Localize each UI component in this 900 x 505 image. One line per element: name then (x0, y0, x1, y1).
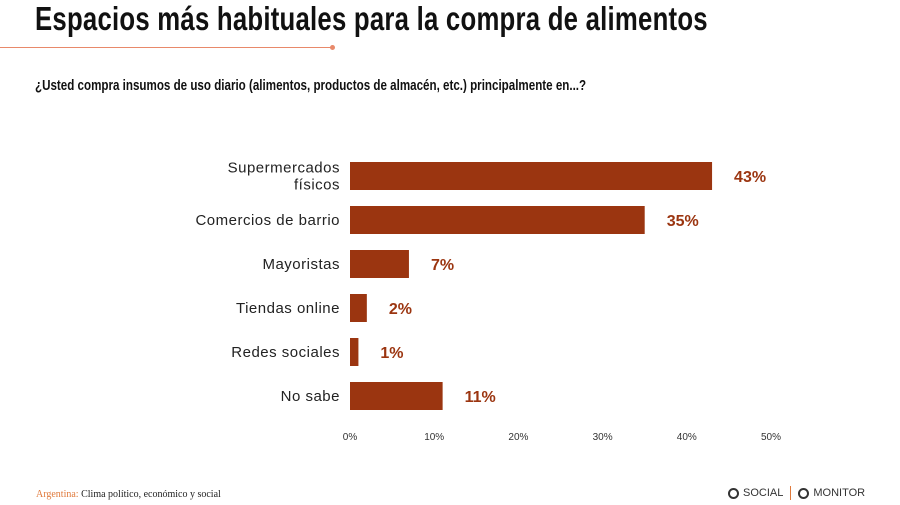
x-tick-label: 20% (508, 432, 528, 443)
bar (350, 294, 367, 322)
bar (350, 338, 359, 366)
data-label: 35% (667, 213, 699, 230)
x-tick-label: 10% (424, 432, 444, 443)
data-label: 43% (734, 169, 766, 186)
page-title: Espacios más habituales para la compra d… (35, 0, 708, 37)
category-label: Supermercados (228, 160, 340, 177)
bar (350, 206, 645, 234)
category-label: Comercios de barrio (195, 212, 340, 229)
logo-circle-icon (798, 487, 810, 499)
footer: Argentina: Clima político, económico y s… (36, 489, 221, 500)
data-label: 11% (465, 389, 496, 406)
category-label: Redes sociales (231, 344, 340, 361)
logo-social: SOCIAL (743, 487, 784, 499)
logo: SOCIAL MONITOR (728, 486, 865, 500)
logo-circle-icon (728, 487, 739, 499)
bar (350, 162, 713, 190)
data-label: 7% (431, 257, 454, 274)
x-tick-label: 40% (677, 432, 697, 443)
category-label: Tiendas online (236, 300, 340, 317)
title-divider (0, 47, 332, 48)
data-label: 1% (380, 345, 403, 362)
data-label: 2% (389, 301, 412, 318)
category-label: Mayoristas (262, 256, 340, 273)
x-tick-label: 0% (343, 432, 358, 443)
x-tick-label: 50% (761, 432, 781, 443)
footer-text: Clima político, económico y social (81, 489, 221, 500)
bar (350, 382, 443, 410)
x-tick-label: 30% (593, 432, 613, 443)
bar (350, 250, 409, 278)
chart-question: ¿Usted compra insumos de uso diario (ali… (35, 78, 587, 94)
category-label: físicos (294, 177, 340, 194)
footer-country: Argentina: (36, 489, 79, 500)
category-label: No sabe (281, 388, 340, 405)
logo-monitor: MONITOR (813, 487, 866, 499)
divider-dot (330, 45, 335, 50)
